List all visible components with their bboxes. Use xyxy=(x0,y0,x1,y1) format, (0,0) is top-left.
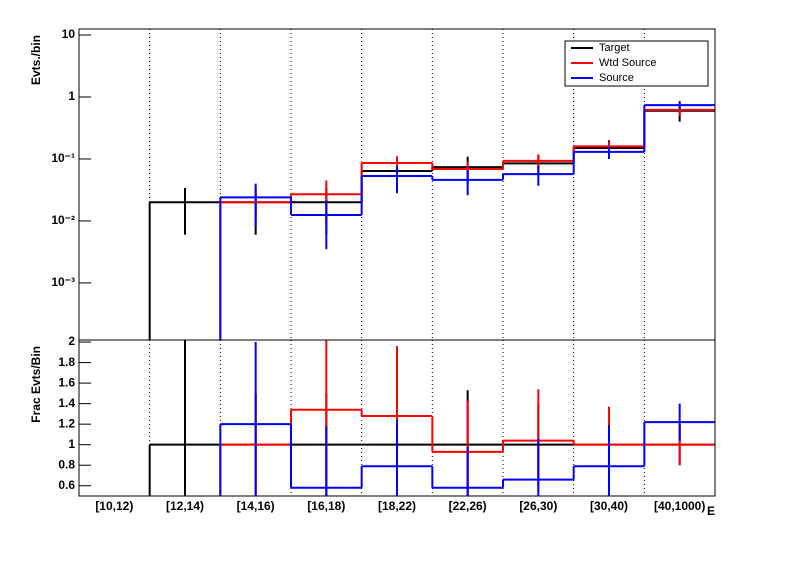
legend-label: Target xyxy=(599,42,630,54)
legend-label: Wtd Source xyxy=(599,57,656,69)
legend-label: Source xyxy=(599,72,634,84)
y-axis-label: Frac Evts/Bin xyxy=(29,346,43,423)
y-tick-label: 10⁻² xyxy=(51,213,75,227)
y-axis-label: Evts./bin xyxy=(29,35,43,85)
y-tick-label: 10⁻¹ xyxy=(51,151,75,165)
y-tick-label: 10⁻³ xyxy=(51,275,75,289)
x-tick-label: [30,40) xyxy=(590,499,628,513)
y-tick-label: 1.8 xyxy=(58,355,75,369)
series-group xyxy=(148,101,715,340)
x-tick-label: [40,1000) xyxy=(654,499,705,513)
x-axis-label: E xyxy=(707,504,715,518)
x-tick-label: [26,30) xyxy=(519,499,557,513)
y-tick-label: 1.4 xyxy=(58,396,75,410)
x-tick-label: [12,14) xyxy=(166,499,204,513)
y-tick-label: 2 xyxy=(68,334,75,348)
x-tick-label: [22,26) xyxy=(449,499,487,513)
y-tick-label: 10 xyxy=(62,27,76,41)
legend: Target Wtd Source Source xyxy=(564,40,709,87)
y-tick-label: 0.6 xyxy=(58,478,75,492)
x-tick-label: [18,22) xyxy=(378,499,416,513)
x-tick-label: [16,18) xyxy=(307,499,345,513)
x-tick-label: [14,16) xyxy=(237,499,275,513)
series-group xyxy=(148,340,715,496)
y-tick-label: 0.8 xyxy=(58,457,75,471)
y-tick-label: 1 xyxy=(68,89,75,103)
y-tick-label: 1.2 xyxy=(58,416,75,430)
x-tick-label: [10,12) xyxy=(95,499,133,513)
y-tick-label: 1 xyxy=(68,437,75,451)
y-tick-label: 1.6 xyxy=(58,375,75,389)
plot-frame xyxy=(78,339,716,497)
